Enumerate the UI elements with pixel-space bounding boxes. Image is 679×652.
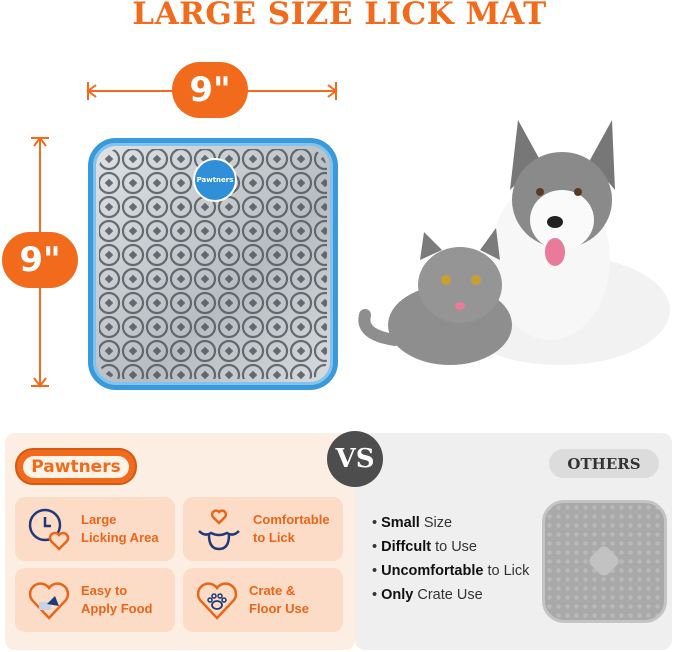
- width-label: 9": [172, 62, 248, 118]
- feature-label: to Lick: [253, 530, 295, 545]
- list-item-bold: Uncomfortable: [381, 563, 484, 579]
- brand-name: Pawtners: [23, 455, 129, 478]
- list-item-text: Size: [419, 515, 453, 531]
- list-item: • Only Crate Use: [372, 587, 483, 603]
- feature-label: Crate &: [249, 583, 296, 598]
- other-mat-center: [587, 544, 621, 578]
- pawtners-logo: Pawtners: [15, 448, 137, 485]
- feature-label: Floor Use: [249, 601, 309, 616]
- feature-label: Large: [81, 512, 117, 527]
- page-title: LARGE SIZE LICK MAT: [132, 0, 547, 32]
- feature-card: Comfortable to Lick: [183, 497, 343, 561]
- list-item-text: Crate Use: [413, 587, 483, 603]
- feature-label: Comfortable: [253, 512, 330, 527]
- feature-label: Easy to: [81, 583, 128, 598]
- list-item-bold: Only: [381, 587, 414, 603]
- other-lick-mat-image: [542, 500, 667, 623]
- heart-paw-icon: [196, 582, 238, 620]
- list-item: • Diffcult to Use: [372, 539, 477, 555]
- others-drawbacks-list: • Small Size • Diffcult to Use • Uncomfo…: [372, 511, 529, 607]
- lick-mat-image: Pawtners: [88, 138, 338, 390]
- vs-badge: VS: [327, 431, 383, 487]
- cat-and-dog-photo: [358, 120, 670, 365]
- smile-heart-icon: [198, 509, 240, 551]
- mat-logo: Pawtners: [193, 158, 237, 202]
- list-item: • Small Size: [372, 515, 453, 531]
- list-item: • Uncomfortable to Lick: [372, 563, 530, 579]
- others-label: OTHERS: [549, 449, 659, 478]
- feature-card: Easy to Apply Food: [15, 568, 175, 632]
- mat-logo-text: Pawtners: [196, 176, 234, 184]
- mat-pattern: [99, 149, 327, 379]
- feature-label: Apply Food: [81, 601, 153, 616]
- feature-card: Large Licking Area: [15, 497, 175, 561]
- height-label: 9": [2, 232, 78, 288]
- heart-spatula-icon: [28, 582, 70, 620]
- list-item-bold: Small: [381, 515, 420, 531]
- list-item-text: to Lick: [483, 563, 530, 579]
- list-item-text: to Use: [431, 539, 477, 555]
- list-item-bold: Diffcult: [381, 539, 432, 555]
- feature-card: Crate & Floor Use: [183, 568, 343, 632]
- feature-label: Licking Area: [81, 530, 159, 545]
- clock-heart-icon: [28, 508, 70, 551]
